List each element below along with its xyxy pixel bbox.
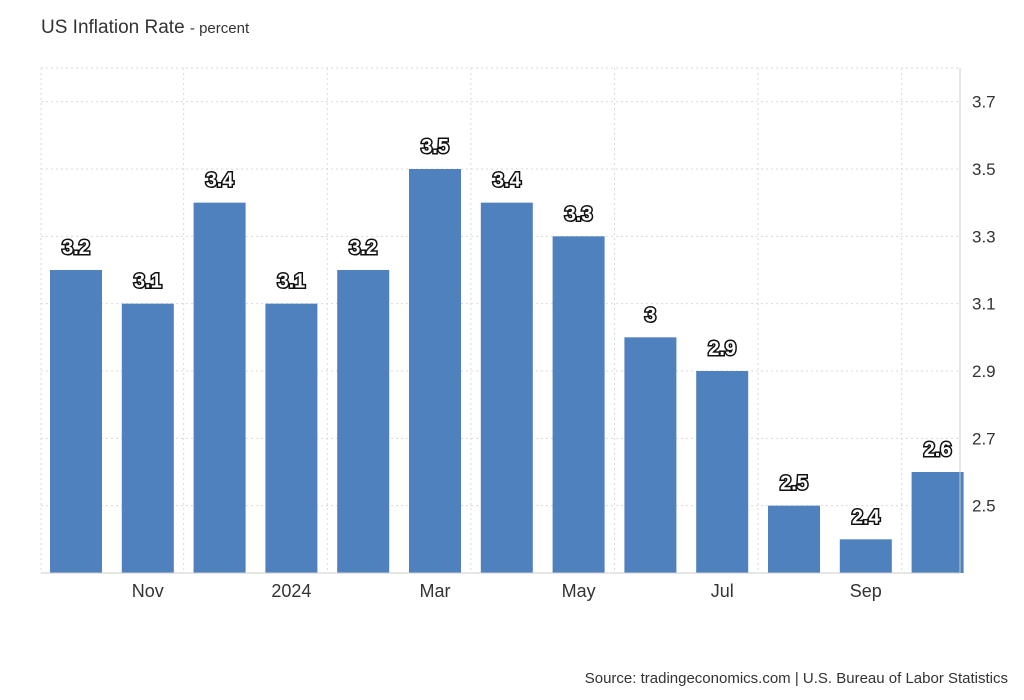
data-label: 2.6: [924, 439, 952, 461]
bar: [121, 303, 174, 573]
data-label: 3: [645, 304, 656, 326]
chart-unit: - percent: [189, 20, 250, 37]
axes: [41, 68, 961, 574]
data-label: 3.2: [62, 237, 90, 259]
data-label: 3.1: [134, 271, 162, 293]
bar: [839, 539, 892, 573]
bar: [624, 337, 677, 573]
bar: [337, 270, 390, 573]
x-tick-label: Jul: [711, 581, 734, 601]
y-tick-label: 2.9: [972, 362, 996, 381]
data-label: 3.2: [349, 237, 377, 259]
bars: [50, 169, 964, 574]
bar: [193, 202, 246, 573]
y-tick-label: 3.1: [972, 295, 996, 314]
y-tick-label: 3.5: [972, 160, 996, 179]
data-label: 2.4: [852, 506, 881, 528]
bar: [552, 236, 605, 574]
data-label: 3.3: [565, 203, 593, 225]
bar: [265, 303, 318, 573]
x-tick-label: 2024: [271, 581, 311, 601]
chart-title-text: US Inflation Rate: [41, 17, 185, 38]
x-tick-label: Mar: [420, 581, 451, 601]
data-label: 2.9: [708, 338, 736, 360]
bar: [911, 472, 964, 573]
bar: [409, 169, 461, 573]
bar: [696, 371, 749, 573]
x-tick-label: Sep: [850, 581, 882, 601]
x-axis-ticks: Nov 2024 Mar May Jul Sep: [132, 581, 882, 601]
bar: [768, 505, 820, 573]
y-tick-label: 2.5: [972, 497, 996, 516]
chart-title: US Inflation Rate - percent: [41, 17, 249, 39]
data-label: 3.5: [421, 136, 449, 158]
x-tick-label: Nov: [132, 581, 164, 601]
y-tick-label: 3.7: [972, 93, 996, 112]
data-label: 3.4: [206, 170, 235, 192]
x-tick-label: May: [562, 581, 596, 601]
source-credit: Source: tradingeconomics.com | U.S. Bure…: [584, 670, 1008, 687]
bar: [480, 202, 533, 573]
data-label: 3.1: [277, 271, 305, 293]
y-tick-label: 3.3: [972, 227, 996, 246]
data-labels: 3.2 3.1 3.4 3.1 3.2 3.5 3.4 3.3 3 2.9 2.5 2.4 2.6: [61, 135, 953, 530]
data-label: 2.5: [780, 473, 808, 495]
y-tick-label: 2.7: [972, 429, 996, 448]
data-label: 3.4: [493, 170, 522, 192]
bar: [50, 270, 102, 573]
y-axis-ticks: 2.5 2.7 2.9 3.1 3.3 3.5 3.7: [972, 93, 996, 516]
